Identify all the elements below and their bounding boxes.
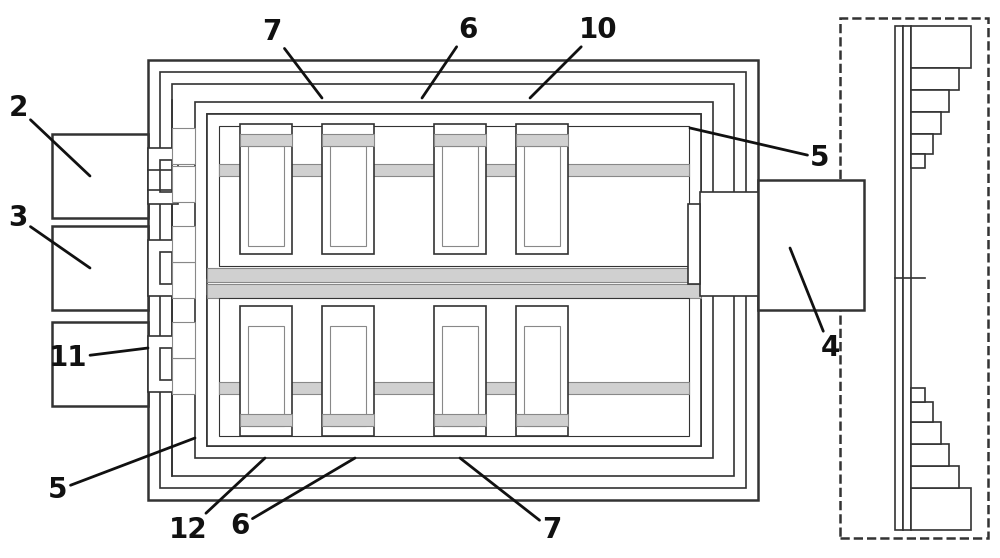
Bar (207, 284, 701, 298)
Text: 3: 3 (8, 204, 90, 268)
Text: 2: 2 (8, 94, 90, 176)
Bar (172, 262, 195, 298)
Bar (911, 488, 971, 530)
Bar (911, 112, 941, 134)
Bar (911, 68, 959, 90)
Bar (172, 226, 195, 262)
Bar (160, 72, 746, 488)
Bar (248, 326, 284, 426)
Bar (434, 134, 486, 146)
Bar (240, 134, 292, 146)
Bar (524, 146, 560, 246)
Bar (148, 148, 178, 204)
Bar (240, 414, 292, 426)
Bar (516, 306, 568, 436)
Bar (911, 402, 933, 422)
Bar (516, 134, 568, 146)
Bar (172, 166, 195, 202)
Text: 10: 10 (530, 16, 617, 98)
Bar (911, 154, 925, 168)
Bar (195, 102, 713, 458)
Bar (700, 192, 758, 296)
Bar (207, 296, 701, 446)
Bar (219, 382, 689, 394)
Bar (219, 126, 689, 266)
Bar (248, 146, 284, 246)
Bar (911, 444, 949, 466)
Text: 5: 5 (48, 438, 195, 504)
Text: 6: 6 (422, 16, 478, 98)
Bar (52, 226, 148, 310)
Bar (911, 26, 971, 68)
Bar (148, 60, 758, 500)
Text: 4: 4 (790, 248, 840, 362)
Bar (322, 124, 374, 254)
Text: 7: 7 (262, 18, 322, 98)
Bar (207, 114, 701, 446)
Bar (172, 358, 195, 394)
Bar (840, 18, 988, 538)
Bar (52, 322, 148, 406)
Bar (322, 414, 374, 426)
Bar (688, 204, 700, 284)
Bar (240, 124, 292, 254)
Bar (219, 298, 689, 436)
Bar (148, 240, 178, 296)
Bar (322, 134, 374, 146)
Bar (172, 128, 195, 164)
Bar (442, 146, 478, 246)
Bar (516, 414, 568, 426)
Bar (160, 348, 172, 380)
Bar (52, 134, 148, 218)
Bar (148, 336, 178, 392)
Bar (911, 388, 925, 402)
Text: 6: 6 (230, 458, 355, 540)
Bar (524, 326, 560, 426)
Bar (516, 124, 568, 254)
Bar (434, 414, 486, 426)
Bar (434, 306, 486, 436)
Bar (240, 306, 292, 436)
Bar (160, 252, 172, 284)
Bar (442, 326, 478, 426)
Bar (758, 180, 864, 310)
Bar (330, 326, 366, 426)
Bar (911, 134, 933, 154)
Text: 5: 5 (690, 128, 830, 172)
Text: 7: 7 (460, 458, 562, 544)
Bar (911, 422, 941, 444)
Bar (903, 26, 911, 530)
Bar (172, 84, 734, 476)
Bar (172, 322, 195, 358)
Bar (434, 124, 486, 254)
Bar (207, 114, 701, 278)
Bar (160, 160, 172, 192)
Bar (911, 466, 959, 488)
Bar (219, 164, 689, 176)
Bar (330, 146, 366, 246)
Text: 11: 11 (49, 344, 148, 372)
Bar (911, 90, 949, 112)
Bar (207, 268, 701, 282)
Text: 12: 12 (169, 458, 265, 544)
Bar (322, 306, 374, 436)
Bar (895, 26, 903, 530)
